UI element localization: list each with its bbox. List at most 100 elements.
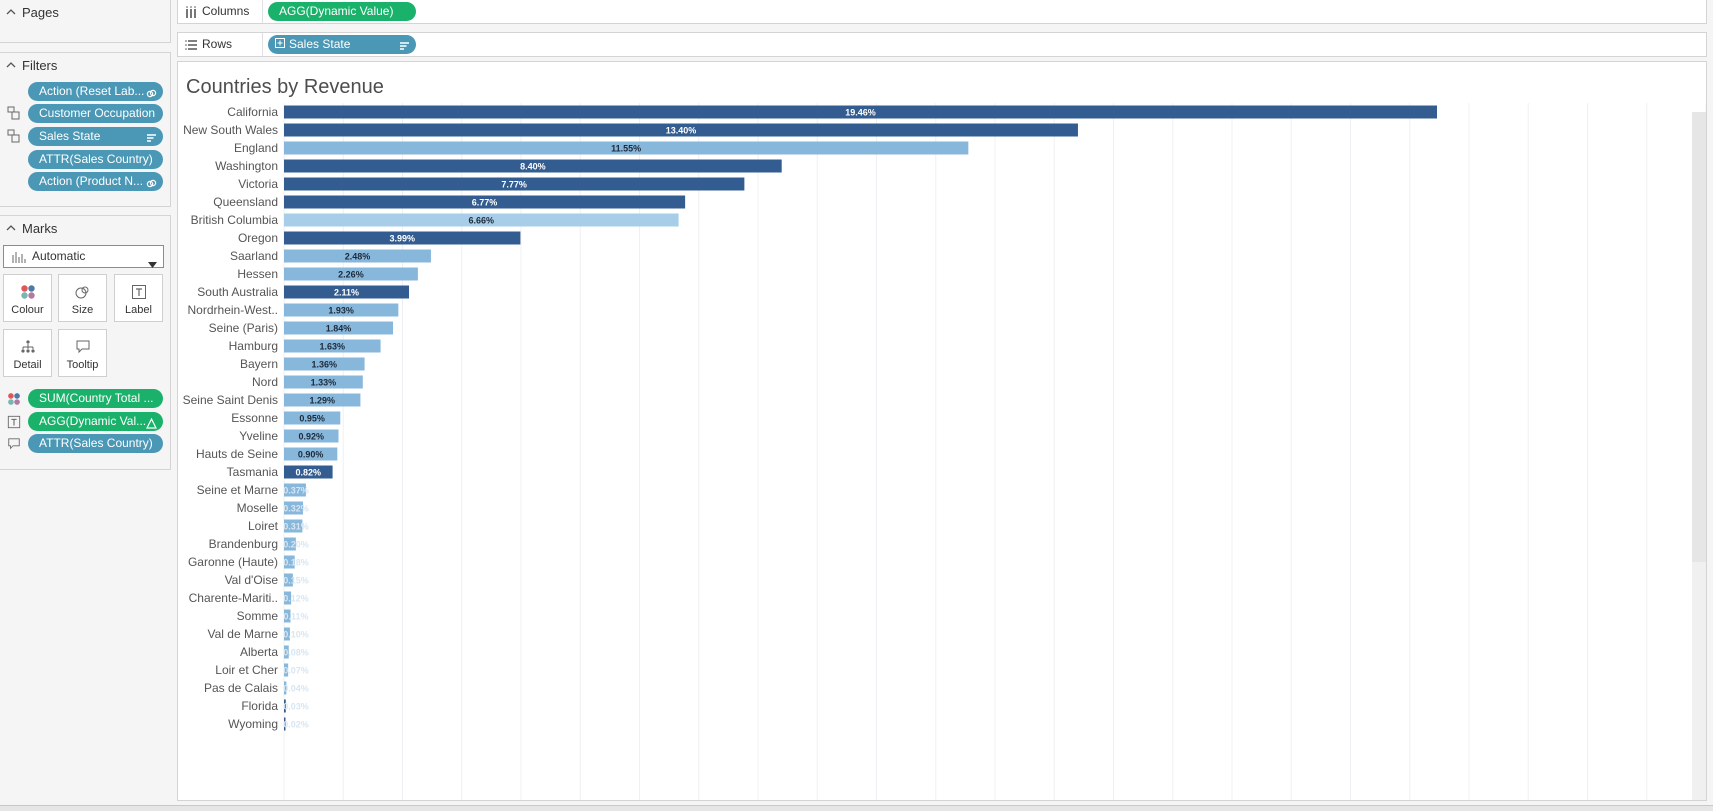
- marks-pill-label: AGG(Dynamic Val...: [39, 414, 147, 428]
- marks-header[interactable]: Marks: [0, 217, 170, 239]
- bar[interactable]: [284, 267, 418, 281]
- tooltip-button[interactable]: Tooltip: [58, 329, 107, 377]
- data-label: 0.18%: [283, 558, 309, 568]
- data-label: 0.90%: [298, 450, 324, 460]
- colour-icon: [20, 284, 36, 300]
- columns-icon: [186, 6, 196, 18]
- colour-icon: [7, 392, 21, 406]
- bar[interactable]: [284, 159, 782, 173]
- data-label: 0.31%: [283, 522, 309, 532]
- filter-pill-label: ATTR(Sales Country): [39, 152, 153, 166]
- bar[interactable]: [284, 645, 289, 659]
- bar[interactable]: [284, 231, 521, 245]
- colour-label: Colour: [11, 304, 44, 316]
- size-button[interactable]: Size: [58, 274, 107, 322]
- detail-button[interactable]: Detail: [3, 329, 52, 377]
- category-label: Wyoming: [228, 717, 278, 731]
- category-label: Seine Saint Denis: [183, 393, 278, 407]
- bar[interactable]: [284, 375, 363, 389]
- marks-pill-label-field[interactable]: AGG(Dynamic Val...: [28, 412, 163, 431]
- bar[interactable]: [284, 249, 431, 263]
- tooltip-icon: [7, 437, 21, 451]
- bar[interactable]: [284, 537, 296, 551]
- bar[interactable]: [284, 519, 303, 533]
- data-label: 0.32%: [283, 504, 309, 514]
- bar[interactable]: [284, 393, 361, 407]
- label-button[interactable]: Label: [114, 274, 163, 322]
- category-label: Queensland: [213, 195, 278, 209]
- category-label: Oregon: [238, 231, 278, 245]
- scrollbar-thumb[interactable]: [1692, 112, 1706, 562]
- bar[interactable]: [284, 141, 969, 155]
- data-label: 0.95%: [299, 414, 325, 424]
- bar[interactable]: [284, 357, 365, 371]
- columns-pill-label: AGG(Dynamic Value): [279, 4, 394, 18]
- bar[interactable]: [284, 123, 1078, 137]
- filter-pill-action-product[interactable]: Action (Product N...: [28, 172, 163, 191]
- bar[interactable]: [284, 447, 338, 461]
- bar[interactable]: [284, 483, 306, 497]
- data-label: 3.99%: [389, 234, 415, 244]
- left-panel: Pages Filters Action (Reset Lab... Custo…: [0, 0, 171, 811]
- bar[interactable]: [284, 285, 410, 299]
- filter-pill-sales-state[interactable]: Sales State: [28, 127, 163, 146]
- category-label: Nordrhein-West..: [188, 303, 278, 317]
- bar[interactable]: [284, 663, 289, 677]
- bar[interactable]: [284, 105, 1438, 119]
- data-label: 13.40%: [666, 126, 697, 136]
- columns-pill[interactable]: AGG(Dynamic Value): [268, 2, 416, 21]
- data-label: 6.77%: [472, 198, 498, 208]
- bar[interactable]: [284, 591, 292, 605]
- bar[interactable]: [284, 321, 394, 335]
- data-label: 2.48%: [345, 252, 371, 262]
- bar[interactable]: [284, 213, 679, 227]
- filter-pill-action-reset[interactable]: Action (Reset Lab...: [28, 82, 163, 101]
- context-filter-icon: [7, 106, 21, 120]
- shelf-divider: [262, 33, 263, 56]
- category-label: Moselle: [237, 501, 279, 515]
- caret-down-icon: [148, 254, 157, 275]
- bar[interactable]: [284, 195, 686, 209]
- filter-pill-customer-occupation[interactable]: Customer Occupation: [28, 104, 163, 123]
- data-label: 0.08%: [283, 648, 309, 658]
- bar[interactable]: [284, 501, 303, 515]
- bar[interactable]: [284, 627, 290, 641]
- rows-pill[interactable]: Sales State: [268, 35, 416, 54]
- mark-type-dropdown[interactable]: Automatic: [3, 245, 164, 268]
- chevron-up-icon: [6, 7, 16, 17]
- marks-pill-tooltip[interactable]: ATTR(Sales Country): [28, 434, 163, 453]
- data-label: 0.04%: [283, 684, 309, 694]
- bar[interactable]: [284, 177, 745, 191]
- detail-icon: [20, 339, 36, 355]
- bar[interactable]: [284, 339, 381, 353]
- category-label: New South Wales: [183, 123, 278, 137]
- filters-header[interactable]: Filters: [0, 54, 170, 76]
- bar[interactable]: [284, 573, 293, 587]
- bar[interactable]: [284, 681, 287, 695]
- category-label: Hauts de Seine: [196, 447, 278, 461]
- bar[interactable]: [284, 465, 333, 479]
- marks-title: Marks: [22, 220, 58, 236]
- bar[interactable]: [284, 699, 286, 713]
- marks-pill-colour[interactable]: SUM(Country Total ...: [28, 389, 163, 408]
- pages-title: Pages: [22, 4, 59, 20]
- data-label: 0.11%: [283, 612, 308, 622]
- chart-view: Countries by Revenue California 19.46% New…: [177, 61, 1707, 801]
- bar[interactable]: [284, 429, 339, 443]
- colour-button[interactable]: Colour: [3, 274, 52, 322]
- bar[interactable]: [284, 555, 295, 569]
- label-label: Label: [125, 304, 152, 316]
- chart-title: Countries by Revenue: [186, 76, 384, 98]
- filter-pill-label: Sales State: [39, 129, 101, 143]
- filter-pill-attr-sales-country[interactable]: ATTR(Sales Country): [28, 150, 163, 169]
- rows-shelf-label: Rows: [185, 33, 232, 56]
- bar[interactable]: [284, 717, 286, 731]
- bar[interactable]: [284, 411, 341, 425]
- sheet-tabs-strip[interactable]: [0, 805, 1713, 811]
- mark-type-value: Automatic: [32, 249, 86, 263]
- bar[interactable]: [284, 609, 291, 623]
- pages-header[interactable]: Pages: [0, 1, 170, 23]
- data-label: 0.02%: [283, 720, 309, 730]
- bar[interactable]: [284, 303, 399, 317]
- vertical-scrollbar[interactable]: [1692, 112, 1706, 800]
